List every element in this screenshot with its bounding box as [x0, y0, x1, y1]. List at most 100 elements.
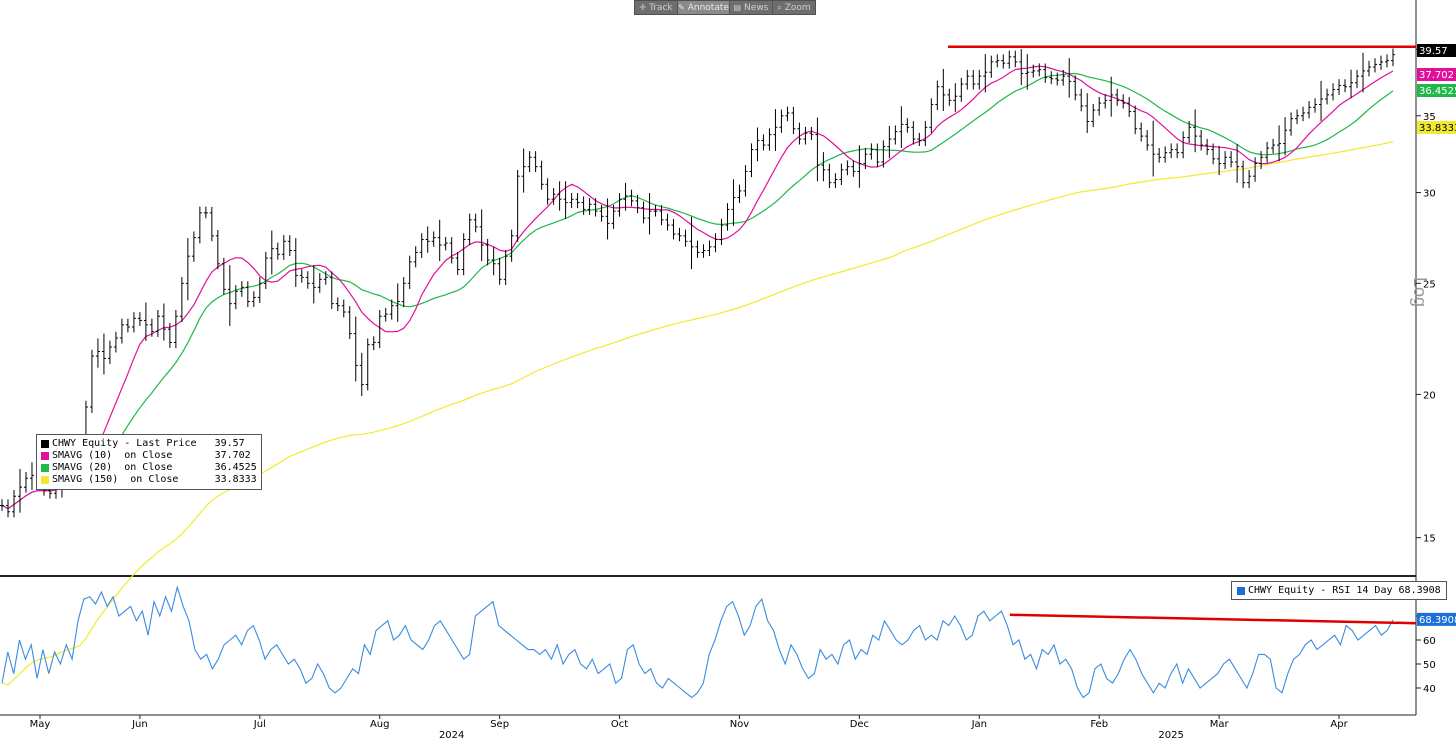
ohlc-bar [1247, 169, 1252, 189]
rsi-legend-swatch [1237, 586, 1245, 595]
ohlc-bar [167, 323, 172, 348]
ohlc-bar [725, 203, 730, 231]
ohlc-bar [1025, 54, 1030, 90]
ohlc-bar [353, 316, 358, 382]
ohlc-bar [143, 302, 148, 341]
ohlc-bar [527, 151, 532, 173]
ohlc-bar [1391, 48, 1395, 67]
ohlc-bar [1175, 143, 1180, 159]
ohlc-bar [179, 277, 184, 323]
price-tick-label: 15 [1423, 534, 1436, 545]
legend-swatch [41, 464, 49, 472]
ohlc-bar [1301, 106, 1306, 122]
toolbar-track-button[interactable]: ✛ Track [635, 1, 679, 14]
ohlc-bar [239, 281, 244, 297]
rsi-tick-label: 40 [1423, 684, 1436, 695]
ohlc-bar [395, 283, 400, 322]
month-tick-label: Sep [490, 719, 509, 730]
ohlc-bar [11, 490, 16, 518]
ohlc-bar [833, 173, 838, 189]
ohlc-bar [119, 318, 124, 344]
legend-value: 33.8333 [214, 474, 257, 485]
ohlc-bar [305, 271, 310, 289]
ohlc-bar [827, 163, 832, 189]
price-label-text: 33.8333 [1419, 123, 1456, 134]
ohlc-bar [1091, 103, 1096, 128]
rsi-legend-value: 68.3908 [1398, 585, 1441, 596]
month-tick-label: May [30, 719, 51, 730]
ohlc-bar [1193, 109, 1198, 153]
ohlc-bar [215, 229, 220, 270]
ohlc-bar [1097, 96, 1102, 116]
sma20-line [1, 72, 1394, 510]
ohlc-bar [317, 273, 322, 293]
price-label-bg [1417, 121, 1456, 134]
ohlc-bar [1319, 80, 1324, 121]
ohlc-bar [641, 201, 646, 224]
ohlc-bar [389, 299, 394, 320]
ohlc-bar [1229, 151, 1234, 168]
toolbar-zoom-button[interactable]: ⌕ Zoom [773, 1, 815, 14]
ohlc-bar [329, 271, 334, 310]
ohlc-bar [893, 125, 898, 145]
month-tick-label: Apr [1330, 719, 1348, 730]
ohlc-bar [653, 204, 658, 217]
ohlc-bar [407, 255, 412, 289]
ohlc-bar [1187, 121, 1192, 144]
ohlc-bar [743, 165, 748, 197]
ohlc-bar [365, 338, 370, 391]
ohlc-bar [929, 98, 934, 133]
price-tick-label: 20 [1423, 390, 1436, 401]
ohlc-bar [587, 198, 592, 215]
ohlc-bar [941, 68, 946, 111]
ohlc-bar [107, 340, 112, 364]
month-tick-label: Mar [1210, 719, 1230, 730]
ohlc-bar [503, 249, 508, 286]
ohlc-bar [773, 109, 778, 151]
ohlc-bar [149, 318, 154, 337]
ohlc-bar [461, 233, 466, 276]
ohlc-bar [539, 160, 544, 190]
toolbar-news-button[interactable]: ▤ News [730, 1, 773, 14]
ohlc-bar [23, 472, 28, 493]
ohlc-bar [281, 235, 286, 260]
rsi-tick-label: 60 [1423, 636, 1436, 647]
ohlc-bar [1073, 75, 1078, 101]
ohlc-bar [191, 231, 196, 262]
ohlc-bar [95, 338, 100, 368]
price-label-text: 37.702 [1419, 70, 1454, 81]
ohlc-bar [581, 196, 586, 215]
ohlc-bar [209, 206, 214, 242]
ohlc-bar [1157, 148, 1162, 163]
toolbar-annotate-button[interactable]: ✎ Annotate [678, 1, 730, 14]
ohlc-bar [1211, 143, 1216, 165]
ohlc-bar [203, 206, 208, 219]
ohlc-bar [1253, 157, 1258, 182]
ohlc-bar [1199, 129, 1204, 151]
ohlc-bar [1373, 58, 1378, 73]
ohlc-bar [1313, 98, 1318, 113]
ohlc-bar [491, 246, 496, 276]
ohlc-bar [1013, 50, 1018, 68]
ohlc-bar [173, 310, 178, 349]
ohlc-bar [521, 148, 526, 193]
ohlc-bar [707, 240, 712, 256]
ohlc-bar [5, 499, 10, 518]
ohlc-bar [1181, 131, 1186, 159]
legend-swatch [41, 476, 49, 484]
ohlc-bar [599, 204, 604, 222]
ohlc-bar [1235, 143, 1240, 183]
price-label-bg [1417, 84, 1456, 97]
rsi-trendline [1009, 613, 1417, 625]
ohlc-bar [857, 145, 862, 188]
ohlc-bar [515, 169, 520, 242]
ohlc-bar [1139, 122, 1144, 142]
ohlc-bar [371, 336, 376, 351]
ohlc-bar [227, 265, 232, 326]
ohlc-bar [29, 462, 34, 490]
ohlc-bar [1079, 88, 1084, 112]
ohlc-bar [1133, 105, 1138, 135]
ohlc-bar [425, 226, 430, 253]
legend-spacer [178, 474, 214, 486]
